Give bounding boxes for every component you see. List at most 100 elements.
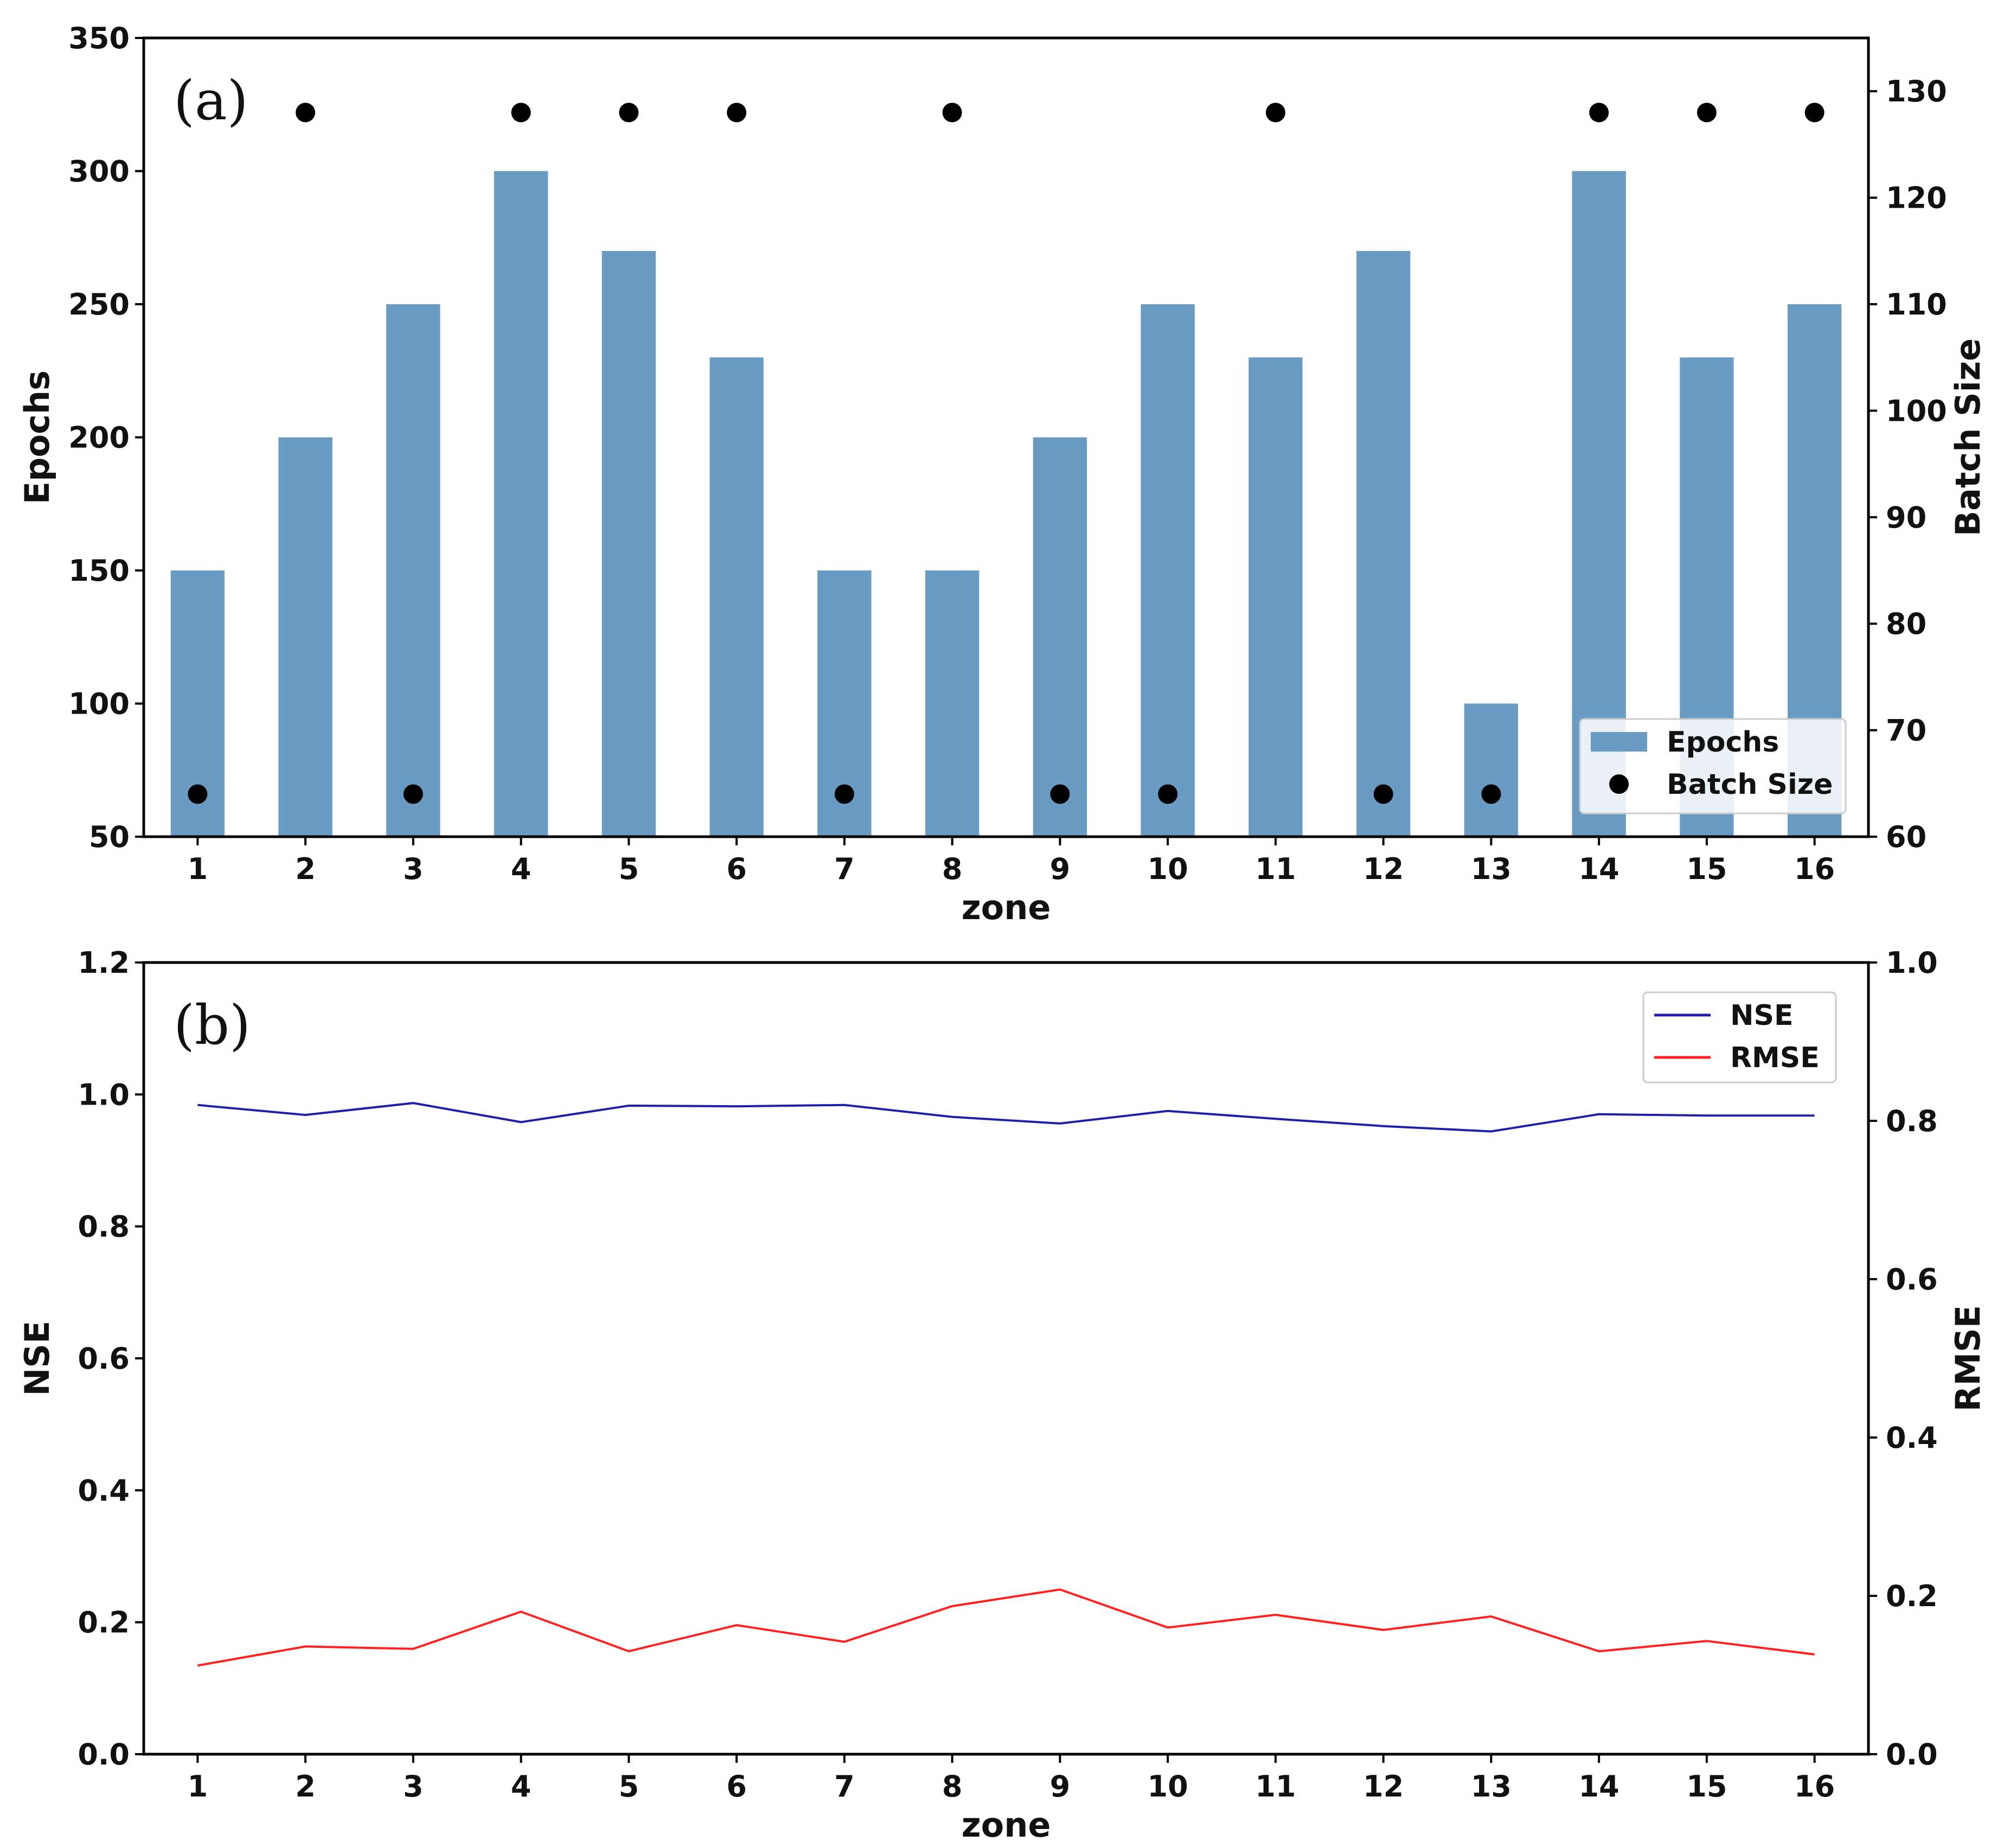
y-right-tick-label: 0.8: [1886, 1104, 1938, 1138]
x-tick-label: 15: [1686, 852, 1727, 886]
y-right-tick-label: 80: [1886, 607, 1926, 641]
y-right-tick-label: 100: [1886, 394, 1947, 428]
x-tick-label: 15: [1686, 1769, 1727, 1804]
y-right-tick-label: 0.4: [1886, 1421, 1938, 1455]
bar-3: [386, 304, 440, 837]
y-right-tick-label: 60: [1886, 820, 1926, 854]
x-tick-label: 1: [188, 1769, 208, 1804]
nse-line: [197, 1102, 1815, 1133]
y-tick-label: 1.2: [78, 946, 130, 980]
legend-swatch-epochs: [1591, 732, 1647, 752]
x-tick-label: 3: [403, 852, 424, 886]
batch-size-point-5: [619, 102, 639, 123]
y-right-tick-label: 0.2: [1886, 1579, 1938, 1613]
x-tick-label: 6: [726, 1769, 747, 1804]
batch-size-point-15: [1697, 102, 1717, 123]
x-tick-label: 13: [1471, 1769, 1512, 1804]
x-tick-label: 3: [403, 1769, 424, 1804]
bar-11: [1249, 357, 1303, 837]
y-tick-label: 0.6: [78, 1342, 130, 1376]
y-right-tick-label: 110: [1886, 287, 1947, 322]
bar-8: [925, 570, 980, 837]
legend-label: Epochs: [1667, 726, 1779, 759]
legend-label: RMSE: [1730, 1042, 1820, 1074]
bar-4: [494, 171, 548, 837]
batch-size-point-16: [1804, 102, 1825, 123]
x-tick-label: 10: [1148, 1769, 1188, 1804]
batch-size-point-8: [942, 102, 962, 123]
x-tick-label: 8: [942, 852, 963, 886]
chart-panel-a: 5010015020025030035060708090100110120130…: [17, 21, 1988, 927]
y-right-axis-label: RMSE: [1948, 1305, 1988, 1411]
x-tick-label: 4: [511, 852, 532, 886]
y-right-tick-label: 90: [1886, 501, 1926, 535]
y-tick-label: 200: [68, 421, 130, 455]
legend-marker-batch-size: [1609, 774, 1629, 794]
x-tick-label: 2: [295, 852, 316, 886]
bar-12: [1356, 251, 1411, 837]
y-right-tick-label: 0.6: [1886, 1262, 1938, 1297]
batch-size-point-3: [403, 784, 423, 804]
x-tick-label: 6: [726, 852, 747, 886]
x-tick-label: 10: [1148, 852, 1188, 886]
y-right-tick-label: 70: [1886, 714, 1926, 748]
x-tick-label: 14: [1579, 852, 1619, 886]
x-tick-label: 7: [834, 1769, 855, 1804]
y-axis-label: NSE: [17, 1321, 57, 1396]
batch-size-point-2: [296, 102, 316, 123]
y-tick-label: 0.8: [78, 1210, 130, 1244]
batch-size-point-7: [834, 784, 854, 804]
x-tick-label: 12: [1363, 1769, 1404, 1804]
y-right-axis-label: Batch Size: [1948, 338, 1988, 536]
y-tick-label: 0.4: [78, 1473, 130, 1507]
x-tick-label: 5: [619, 852, 639, 886]
y-tick-label: 350: [68, 21, 130, 55]
y-tick-label: 0.0: [78, 1737, 130, 1772]
legend: Epochs Batch Size: [1579, 718, 1847, 814]
batch-size-point-13: [1481, 784, 1501, 804]
bar-10: [1141, 304, 1195, 837]
bar-9: [1033, 437, 1087, 837]
bar-2: [278, 437, 332, 837]
x-tick-label: 16: [1794, 852, 1835, 886]
batch-size-point-12: [1373, 784, 1393, 804]
batch-size-point-14: [1589, 102, 1609, 123]
x-tick-label: 4: [511, 1769, 532, 1804]
x-tick-label: 12: [1363, 852, 1404, 886]
x-tick-label: 9: [1050, 1769, 1071, 1804]
x-tick-label: 13: [1471, 852, 1512, 886]
x-tick-label: 2: [295, 1769, 316, 1804]
bar-6: [709, 357, 764, 837]
x-tick-label: 5: [619, 1769, 639, 1804]
x-tick-label: 1: [188, 852, 208, 886]
batch-size-point-10: [1158, 784, 1178, 804]
y-tick-label: 0.2: [78, 1606, 130, 1640]
x-axis-label: zone: [962, 888, 1051, 927]
y-tick-label: 50: [89, 820, 130, 854]
batch-size-point-4: [511, 102, 531, 123]
y-tick-label: 100: [68, 687, 130, 721]
legend-label: Batch Size: [1667, 768, 1833, 801]
x-tick-label: 11: [1255, 852, 1296, 886]
y-right-tick-label: 0.0: [1886, 1737, 1938, 1772]
bar-13: [1464, 703, 1519, 837]
y-right-tick-label: 1.0: [1886, 946, 1938, 980]
x-tick-label: 9: [1050, 852, 1071, 886]
panel-label: (b): [174, 993, 251, 1057]
rmse-line: [197, 1588, 1815, 1667]
batch-size-point-6: [727, 102, 747, 123]
x-tick-label: 8: [942, 1769, 963, 1804]
y-tick-label: 150: [68, 554, 130, 588]
x-axis-label: zone: [962, 1805, 1051, 1845]
chart-panel-b: 0.0 0.2 0.4 0.6 0.8 1.0 1.2 0.0 0.2 0.4 0.6 0.8 1.0 1…: [17, 946, 1988, 1845]
x-tick-label: 14: [1579, 1769, 1619, 1804]
x-tick-label: 11: [1255, 1769, 1296, 1804]
y-axis-label: Epochs: [17, 370, 57, 504]
y-right-tick-label: 130: [1886, 74, 1947, 108]
plot-frame: [142, 961, 1870, 1756]
y-right-tick-label: 120: [1886, 181, 1947, 215]
batch-size-point-1: [188, 784, 208, 804]
legend-label: NSE: [1730, 999, 1794, 1032]
legend: NSE RMSE: [1642, 991, 1837, 1083]
